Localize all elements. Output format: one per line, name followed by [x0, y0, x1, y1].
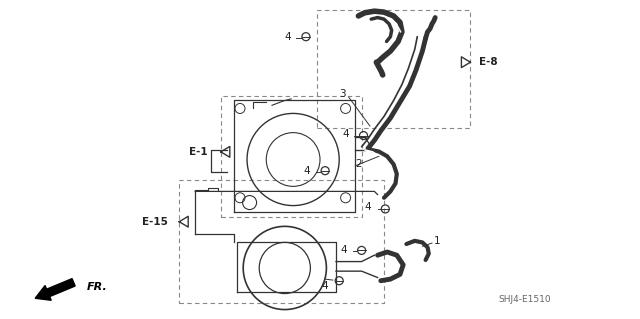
Polygon shape — [35, 286, 51, 300]
Text: 4: 4 — [322, 281, 328, 291]
Text: 4: 4 — [342, 129, 349, 139]
Text: 4: 4 — [304, 166, 310, 176]
Text: E-8: E-8 — [479, 57, 497, 67]
Text: 4: 4 — [285, 32, 291, 42]
Text: 4: 4 — [365, 202, 371, 212]
Bar — [221, 96, 362, 217]
Text: SHJ4-E1510: SHJ4-E1510 — [499, 295, 551, 304]
Text: FR.: FR. — [86, 282, 107, 292]
Text: E-1: E-1 — [189, 147, 208, 157]
Polygon shape — [47, 278, 75, 297]
Text: 4: 4 — [340, 245, 347, 256]
Bar — [317, 10, 470, 128]
Text: E-15: E-15 — [142, 217, 168, 227]
Text: 1: 1 — [434, 236, 440, 246]
Text: 3: 3 — [339, 89, 346, 99]
Bar — [179, 180, 384, 303]
Text: 2: 2 — [355, 159, 362, 169]
